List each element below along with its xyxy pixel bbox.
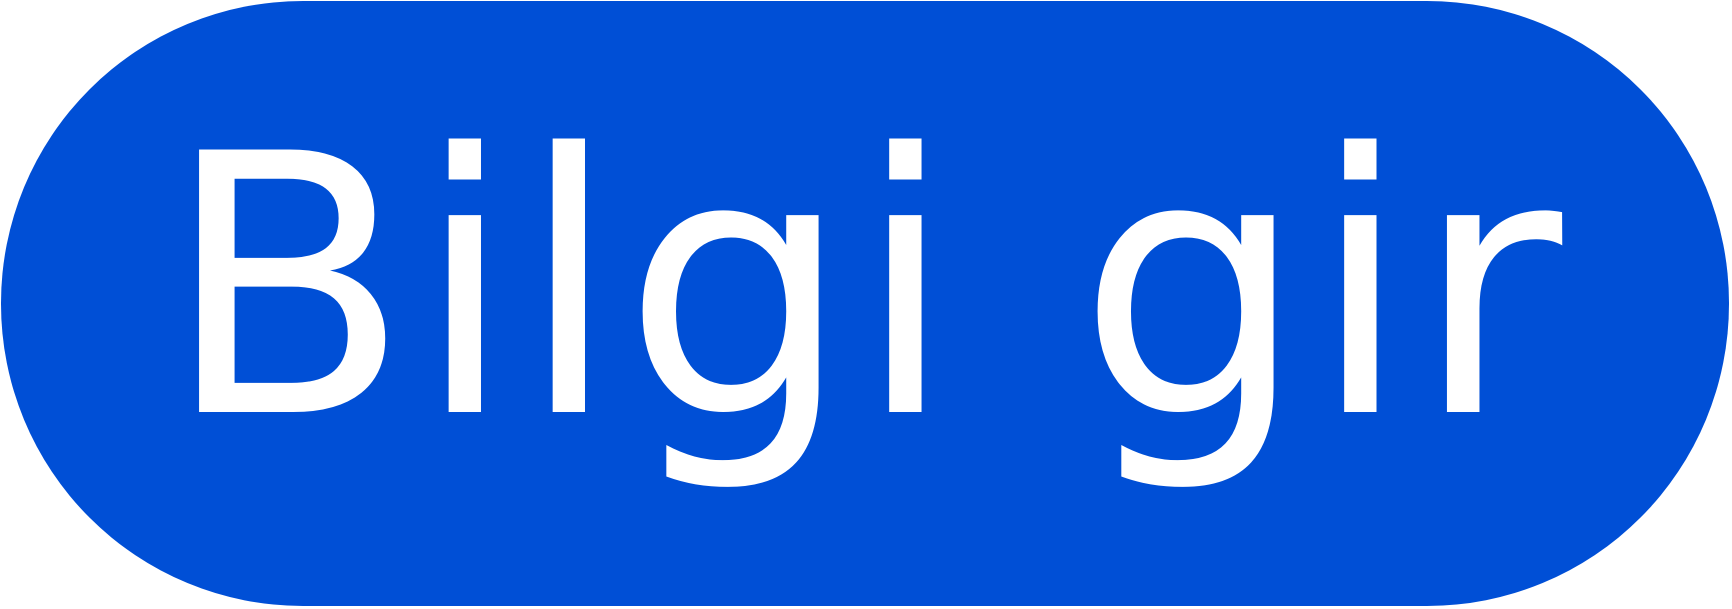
enter-info-button-label: Bilgi gir bbox=[163, 77, 1567, 497]
